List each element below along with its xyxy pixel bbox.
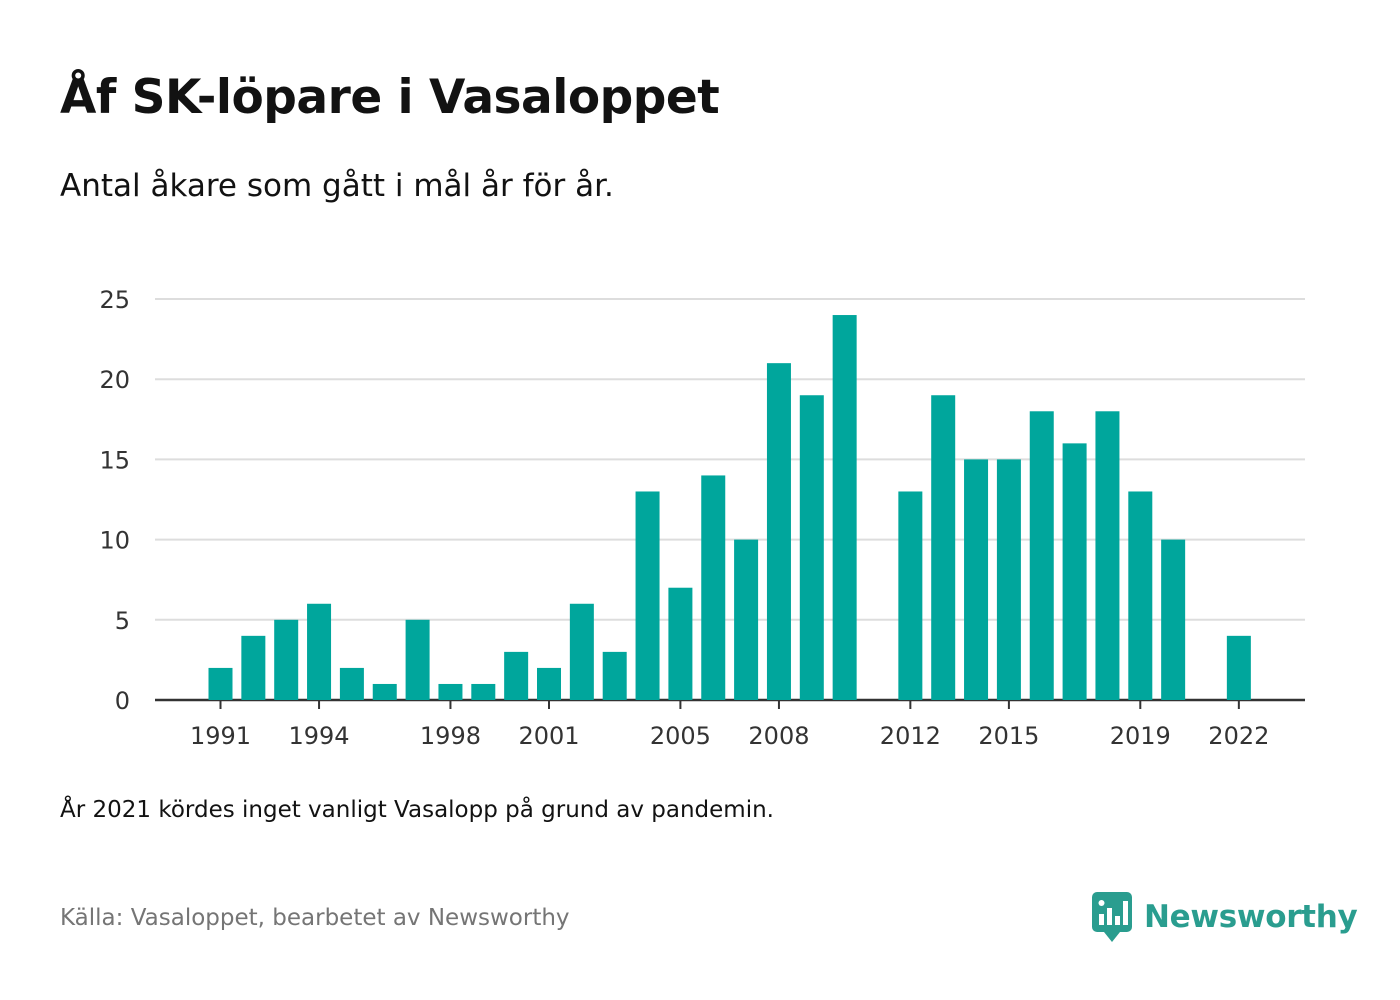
- bar-1996: [372, 683, 397, 700]
- y-tick-label: 10: [99, 527, 130, 555]
- bar-1997: [405, 619, 430, 700]
- brand-name: Newsworthy: [1144, 899, 1358, 935]
- x-tick-label: 2019: [1110, 722, 1171, 750]
- x-tick-label: 2008: [748, 722, 809, 750]
- x-tick-label: 1994: [289, 722, 350, 750]
- bars: [208, 315, 1251, 700]
- bar-1995: [339, 667, 364, 700]
- bar-2015: [996, 459, 1021, 700]
- x-tick-label: 2022: [1208, 722, 1269, 750]
- bar-2006: [701, 475, 726, 700]
- bar-2018: [1095, 411, 1120, 700]
- bar-1999: [471, 683, 496, 700]
- source-text: Källa: Vasaloppet, bearbetet av Newswort…: [60, 905, 570, 931]
- bar-2020: [1161, 539, 1186, 700]
- y-tick-label: 0: [115, 687, 130, 715]
- x-tick-label: 2005: [650, 722, 711, 750]
- footnote: År 2021 kördes inget vanligt Vasalopp på…: [60, 797, 774, 823]
- bar-2013: [931, 395, 956, 700]
- bar-2012: [898, 491, 923, 700]
- bar-2005: [668, 587, 693, 700]
- bar-chart: 0 5 10 15 20 25 1991 1994 1998 2001 2005 2008 2012 2…: [99, 286, 1305, 750]
- chart-title: Åf SK-löpare i Vasaloppet: [60, 70, 720, 125]
- x-tick-labels: 1991 1994 1998 2001 2005 2008 2012 2015 2019 2022: [190, 700, 1269, 750]
- bar-1991: [208, 667, 233, 700]
- bar-1993: [274, 619, 299, 700]
- bar-1992: [241, 635, 266, 700]
- bar-2002: [569, 603, 594, 700]
- x-tick-label: 2001: [518, 722, 579, 750]
- y-tick-labels: 0 5 10 15 20 25: [99, 286, 130, 715]
- bar-2009: [799, 395, 824, 700]
- bar-2019: [1128, 491, 1153, 700]
- bar-2010: [832, 315, 857, 700]
- bar-1998: [438, 683, 463, 700]
- x-tick-label: 1998: [420, 722, 481, 750]
- bar-2004: [635, 491, 660, 700]
- x-tick-label: 1991: [190, 722, 251, 750]
- bar-2022: [1226, 635, 1251, 700]
- x-tick-label: 2015: [978, 722, 1039, 750]
- y-tick-label: 15: [99, 446, 130, 474]
- bar-2003: [602, 651, 627, 700]
- newsworthy-brand[interactable]: Newsworthy: [1090, 890, 1358, 944]
- chart-subtitle: Antal åkare som gått i mål år för år.: [60, 168, 614, 204]
- bar-2000: [504, 651, 529, 700]
- bar-2008: [766, 363, 791, 700]
- bar-2017: [1062, 443, 1087, 700]
- bar-2014: [964, 459, 989, 700]
- y-tick-label: 20: [99, 366, 130, 394]
- bar-2001: [537, 667, 561, 700]
- bar-2007: [734, 539, 759, 700]
- x-tick-label: 2012: [880, 722, 941, 750]
- y-tick-label: 5: [115, 607, 130, 635]
- newsworthy-logo-icon: [1092, 892, 1132, 942]
- bar-2016: [1029, 411, 1054, 700]
- bar-1994: [307, 603, 332, 700]
- y-tick-label: 25: [99, 286, 130, 314]
